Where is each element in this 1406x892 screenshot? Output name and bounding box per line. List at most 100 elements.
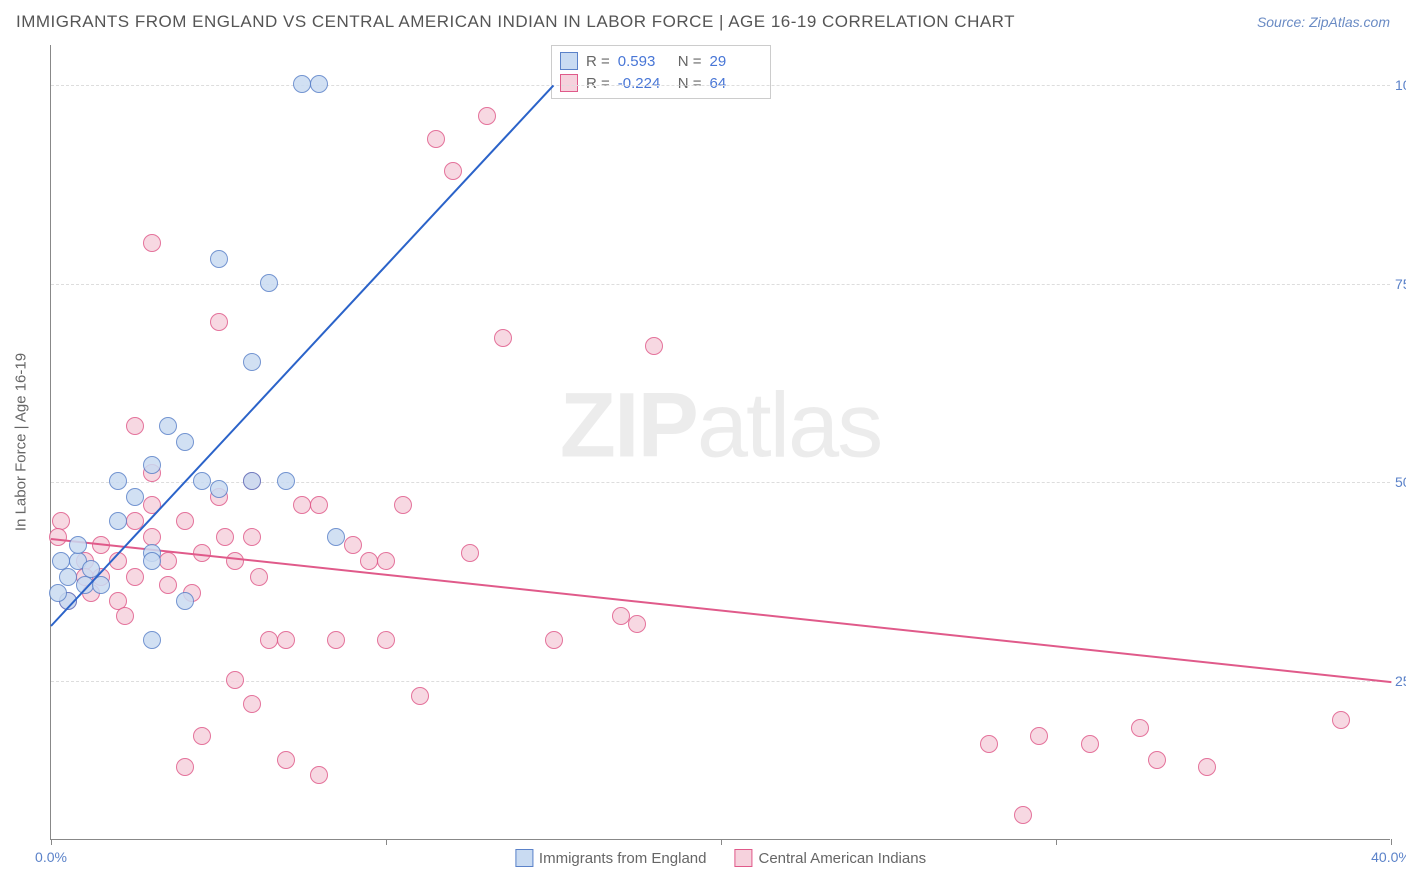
data-point <box>109 512 127 530</box>
data-point <box>310 766 328 784</box>
data-point <box>1081 735 1099 753</box>
data-point <box>243 353 261 371</box>
gridline <box>51 284 1390 285</box>
data-point <box>377 552 395 570</box>
y-tick-label: 50.0% <box>1395 474 1406 490</box>
x-tick <box>721 839 722 845</box>
data-point <box>143 234 161 252</box>
correlation-legend-box: R =0.593N =29R =-0.224N =64 <box>551 45 771 99</box>
data-point <box>49 584 67 602</box>
data-point <box>377 631 395 649</box>
x-tick <box>1056 839 1057 845</box>
data-point <box>226 552 244 570</box>
data-point <box>260 274 278 292</box>
data-point <box>226 671 244 689</box>
data-point <box>126 417 144 435</box>
data-point <box>628 615 646 633</box>
data-point <box>109 472 127 490</box>
source-attribution: Source: ZipAtlas.com <box>1257 14 1390 30</box>
y-axis-title: In Labor Force | Age 16-19 <box>13 353 30 531</box>
n-value: 64 <box>710 75 762 92</box>
data-point <box>216 528 234 546</box>
title-bar: IMMIGRANTS FROM ENGLAND VS CENTRAL AMERI… <box>16 12 1390 32</box>
data-point <box>427 130 445 148</box>
data-point <box>69 536 87 554</box>
legend-label: Immigrants from England <box>539 850 707 867</box>
data-point <box>210 480 228 498</box>
y-tick-label: 100.0% <box>1395 77 1406 93</box>
legend-swatch-icon <box>515 849 533 867</box>
legend-swatch-icon <box>734 849 752 867</box>
data-point <box>1131 719 1149 737</box>
watermark: ZIPatlas <box>560 374 881 479</box>
data-point <box>1198 758 1216 776</box>
data-point <box>293 496 311 514</box>
data-point <box>478 107 496 125</box>
data-point <box>143 631 161 649</box>
data-point <box>49 528 67 546</box>
data-point <box>461 544 479 562</box>
r-label: R = <box>586 75 610 92</box>
series-legend: Immigrants from England Central American … <box>515 849 926 867</box>
legend-label: Central American Indians <box>758 850 926 867</box>
n-label: N = <box>678 75 702 92</box>
legend-stats-row: R =0.593N =29 <box>560 50 762 72</box>
legend-swatch-icon <box>560 74 578 92</box>
data-point <box>176 758 194 776</box>
r-value: -0.224 <box>618 75 670 92</box>
data-point <box>360 552 378 570</box>
legend-stats-row: R = -0.224 N = 64 <box>560 72 762 94</box>
legend-swatch-icon <box>560 52 578 70</box>
data-point <box>394 496 412 514</box>
data-point <box>143 552 161 570</box>
y-tick-label: 25.0% <box>1395 673 1406 689</box>
trend-line <box>50 85 554 627</box>
data-point <box>126 488 144 506</box>
x-tick <box>1391 839 1392 845</box>
data-point <box>126 568 144 586</box>
x-tick-label: 0.0% <box>35 849 67 865</box>
x-tick <box>386 839 387 845</box>
legend-item: Immigrants from England <box>515 849 707 867</box>
data-point <box>1148 751 1166 769</box>
watermark-bold: ZIP <box>560 375 697 477</box>
data-point <box>260 631 278 649</box>
data-point <box>277 751 295 769</box>
n-label: N = <box>678 53 702 70</box>
data-point <box>59 568 77 586</box>
data-point <box>159 552 177 570</box>
data-point <box>1332 711 1350 729</box>
scatter-plot-area: ZIPatlas In Labor Force | Age 16-19 R =0… <box>50 45 1390 840</box>
data-point <box>645 337 663 355</box>
data-point <box>159 576 177 594</box>
r-label: R = <box>586 53 610 70</box>
y-tick-label: 75.0% <box>1395 276 1406 292</box>
data-point <box>176 433 194 451</box>
data-point <box>243 695 261 713</box>
gridline <box>51 681 1390 682</box>
x-tick-label: 40.0% <box>1371 849 1406 865</box>
legend-item: Central American Indians <box>734 849 926 867</box>
data-point <box>143 456 161 474</box>
data-point <box>327 631 345 649</box>
data-point <box>411 687 429 705</box>
data-point <box>243 528 261 546</box>
data-point <box>310 496 328 514</box>
data-point <box>327 528 345 546</box>
data-point <box>250 568 268 586</box>
data-point <box>545 631 563 649</box>
data-point <box>243 472 261 490</box>
r-value: 0.593 <box>618 53 670 70</box>
watermark-rest: atlas <box>697 375 881 477</box>
data-point <box>1014 806 1032 824</box>
gridline <box>51 85 1390 86</box>
data-point <box>159 417 177 435</box>
data-point <box>980 735 998 753</box>
data-point <box>277 472 295 490</box>
data-point <box>344 536 362 554</box>
data-point <box>277 631 295 649</box>
data-point <box>193 727 211 745</box>
x-tick <box>51 839 52 845</box>
data-point <box>116 607 134 625</box>
data-point <box>1030 727 1048 745</box>
